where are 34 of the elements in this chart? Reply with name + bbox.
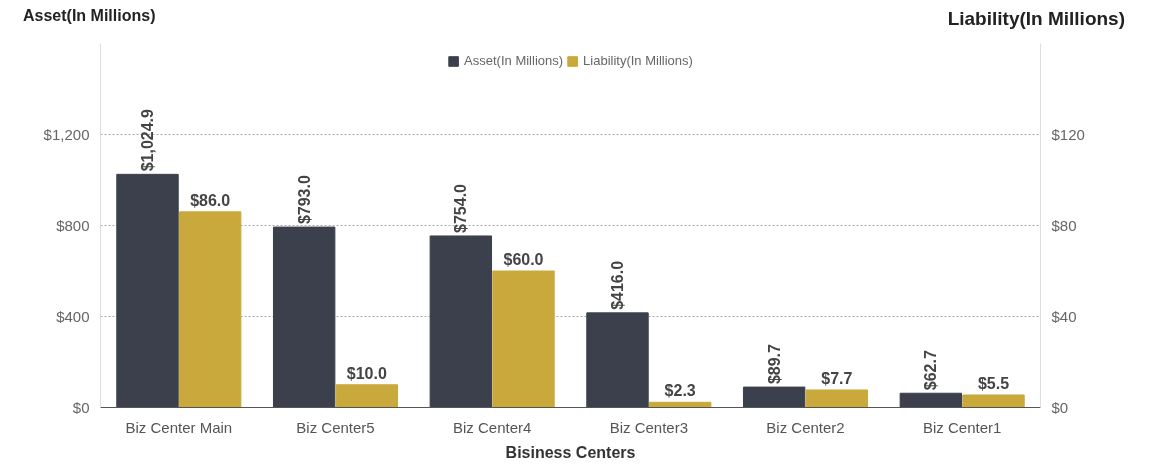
x-tick-label: Biz Center5 [296,418,375,436]
data-label: $754.0 [452,183,470,233]
y2-tick-label: $0 [1051,399,1069,416]
x-tick-label: Biz Center1 [922,418,1002,436]
data-label: $10.0 [346,364,387,382]
x-tick-label: Biz Center Main [125,418,233,436]
x-tick-label: Biz Center2 [766,418,845,436]
y-tick-label: $1,200 [43,126,90,143]
data-label: $416.0 [609,260,626,310]
y-tick-label: $0 [72,399,90,416]
legend-label: Liability(In Millions) [583,53,693,68]
y2-tick-label: $120 [1051,126,1085,143]
data-label: $2.3 [664,382,696,400]
bar [272,226,336,408]
bar [335,384,399,408]
y2-tick-label: $40 [1051,308,1077,325]
legend-label: Asset(In Millions) [464,53,564,68]
data-label: $7.7 [821,369,853,387]
bar [586,312,649,408]
x-axis-title: Bisiness Centers [505,443,636,461]
x-tick-label: Biz Center4 [452,418,532,436]
data-label: $793.0 [295,175,313,225]
y-tick-label: $400 [56,308,90,325]
y-tick-label: $800 [56,217,90,234]
data-label: $60.0 [503,251,544,268]
data-label: $62.7 [922,350,940,391]
data-label: $86.0 [190,191,231,209]
data-label: $89.7 [765,343,783,385]
y-axis-title: Asset(In Millions) [23,6,156,26]
data-label: $1,024.9 [139,108,156,172]
data-label: $5.5 [977,374,1010,392]
y2-tick-label: $80 [1051,217,1077,234]
x-tick-label: Biz Center3 [609,418,689,436]
y2-axis-title: Liability(In Millions) [947,7,1125,31]
